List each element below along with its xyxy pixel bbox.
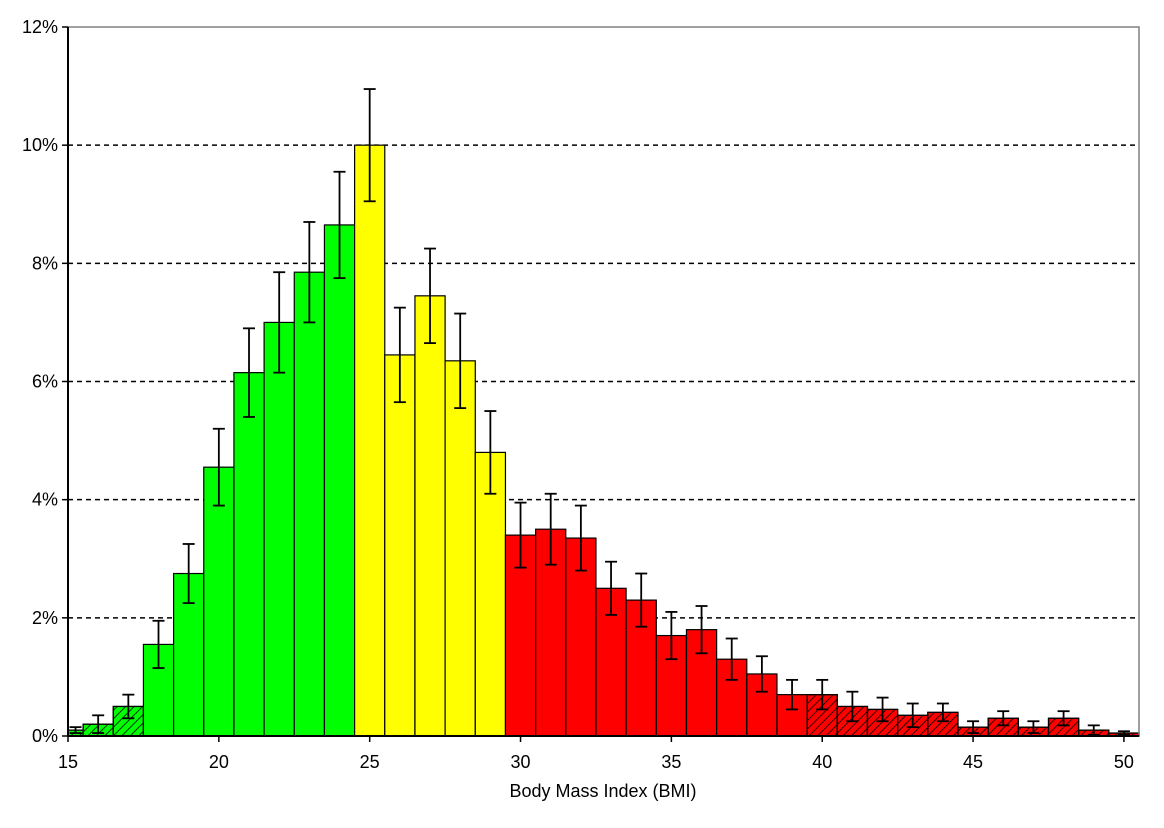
y-axis-ticks: 0% 2% 4% 6% 8% 10% 12% bbox=[22, 17, 68, 746]
bar bbox=[504, 534, 537, 737]
x-tick-label: 25 bbox=[360, 752, 380, 772]
y-tick-label: 12% bbox=[22, 17, 58, 37]
bar bbox=[323, 224, 356, 737]
x-tick-label: 50 bbox=[1114, 752, 1134, 772]
y-tick-label: 2% bbox=[32, 608, 58, 628]
bar bbox=[203, 466, 235, 737]
x-tick-label: 15 bbox=[58, 752, 78, 772]
bar bbox=[354, 144, 386, 737]
bar bbox=[293, 271, 326, 737]
bar bbox=[414, 295, 446, 737]
bar bbox=[384, 354, 416, 737]
bar bbox=[263, 321, 295, 737]
x-tick-label: 30 bbox=[511, 752, 531, 772]
y-tick-label: 0% bbox=[32, 726, 58, 746]
x-tick-label: 40 bbox=[812, 752, 832, 772]
x-axis-ticks: 15 20 25 30 35 40 45 50 bbox=[58, 736, 1134, 772]
x-axis-title: Body Mass Index (BMI) bbox=[509, 781, 696, 801]
y-tick-label: 10% bbox=[22, 135, 58, 155]
bar bbox=[474, 451, 507, 737]
error-bars bbox=[69, 88, 1130, 736]
x-tick-label: 45 bbox=[963, 752, 983, 772]
x-tick-label: 35 bbox=[661, 752, 681, 772]
x-tick-label: 20 bbox=[209, 752, 229, 772]
bar bbox=[233, 372, 265, 737]
y-tick-label: 6% bbox=[32, 372, 58, 392]
y-tick-label: 4% bbox=[32, 490, 58, 510]
y-tick-label: 8% bbox=[32, 253, 58, 273]
bar bbox=[444, 360, 476, 737]
